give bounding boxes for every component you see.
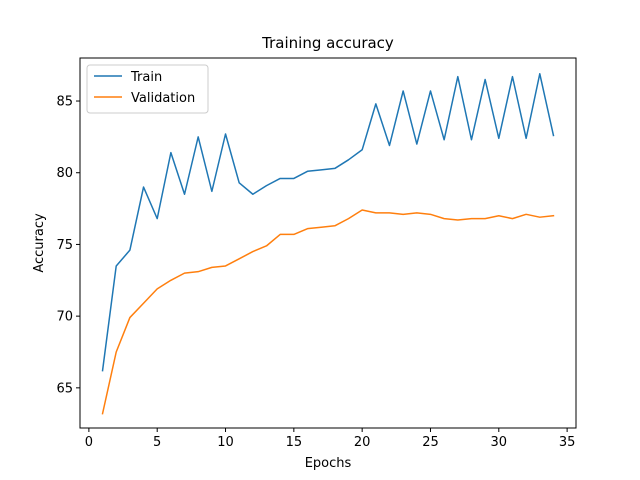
x-tick-label: 35 (559, 435, 576, 450)
chart-title: Training accuracy (261, 34, 394, 52)
series-line-train (101, 73, 555, 372)
y-axis-label: Accuracy (32, 213, 47, 273)
x-tick-label: 30 (491, 435, 508, 450)
x-tick-label: 15 (286, 435, 303, 450)
legend-label-train: Train (130, 70, 162, 85)
plot-frame (79, 57, 577, 429)
y-tick-label: 65 (56, 381, 73, 396)
x-tick-label: 20 (354, 435, 371, 450)
legend-label-validation: Validation (131, 91, 195, 106)
y-axis-ticks: 65 70 75 80 85 (56, 95, 80, 396)
x-axis-ticks: 0 5 10 15 20 25 30 35 (85, 428, 576, 450)
x-axis-label: Epochs (305, 456, 352, 471)
series-line-validation (101, 209, 555, 415)
y-tick-label: 75 (56, 238, 73, 253)
x-tick-label: 10 (217, 435, 234, 450)
y-tick-label: 85 (56, 95, 73, 110)
y-tick-label: 70 (56, 310, 73, 325)
legend-box (86, 64, 209, 114)
legend: Train Validation (86, 64, 209, 114)
y-tick-label: 80 (56, 166, 73, 181)
x-tick-label: 25 (422, 435, 439, 450)
x-tick-label: 0 (85, 435, 93, 450)
x-tick-label: 5 (153, 435, 161, 450)
series-lines (101, 73, 555, 415)
